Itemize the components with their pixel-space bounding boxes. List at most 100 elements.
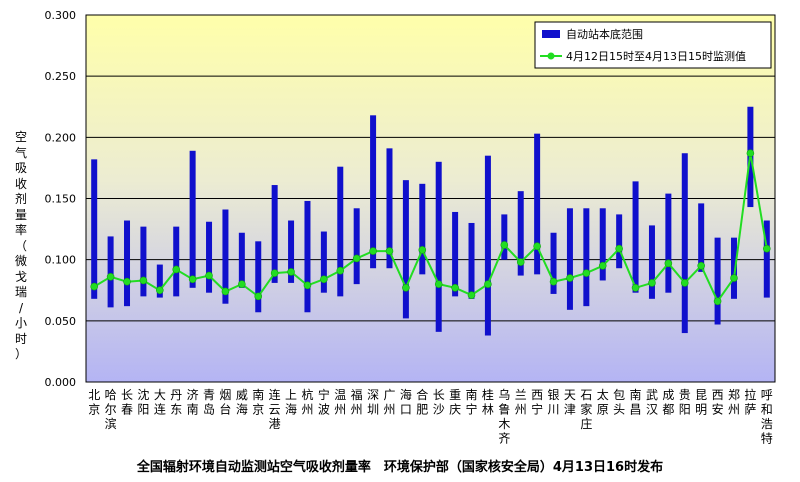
monitor-point-烟台 [221,287,230,296]
y-axis-label-char: 吸 [14,161,27,175]
y-axis-label-char: 时 [14,331,27,346]
x-tick-label-成都: 成都 [662,388,674,417]
y-axis-label-char: 微 [14,254,27,268]
y-tick-label: 0.150 [45,193,77,206]
range-bar-西宁 [534,133,541,275]
y-axis-label-char: 瑞 [14,285,27,299]
monitor-point-天津 [566,274,574,282]
y-tick-label: 0.200 [45,131,77,144]
x-tick-label-宁波: 宁波 [318,387,330,417]
x-tick-label-南宁: 南宁 [466,387,478,417]
monitor-point-乌鲁木齐 [500,241,509,249]
x-tick-label-桂林: 桂林 [482,387,494,417]
x-tick-label-太原: 太原 [597,387,609,417]
range-bar-包头 [616,214,623,269]
range-bar-哈尔滨 [107,236,114,308]
range-bar-杭州 [304,200,311,313]
monitor-point-沈阳 [139,276,148,285]
x-tick-label-北京: 北京 [88,388,100,417]
range-bar-北京 [91,159,98,299]
monitor-point-包头 [615,244,623,253]
monitor-point-呼和浩特 [762,244,771,253]
range-bar-南宁 [468,222,475,299]
monitor-point-海口 [402,284,410,292]
x-tick-label-乌鲁木齐: 乌鲁木齐 [498,387,510,446]
range-bar-石家庄 [583,208,590,307]
monitor-point-温州 [336,266,345,275]
range-bar-青岛 [206,221,213,293]
monitor-point-南宁 [467,291,476,299]
x-tick-label-拉萨: 拉萨 [744,387,756,417]
y-tick-label: 0.000 [45,376,77,389]
range-bar-乌鲁木齐 [501,214,508,260]
range-bar-长春 [124,220,131,307]
y-axis-label-char: （ [14,238,27,253]
x-tick-label-福州: 福州 [351,387,363,417]
y-axis-label-char: 小 [14,316,27,330]
range-bar-呼和浩特 [763,220,770,298]
monitor-point-大连 [156,286,164,295]
range-bar-丹东 [173,226,180,297]
range-bar-温州 [337,166,344,297]
range-bar-郑州 [730,237,737,299]
x-tick-label-郑州: 郑州 [728,387,740,417]
x-tick-label-南昌: 南昌 [630,387,642,417]
x-tick-label-昆明: 昆明 [695,388,707,417]
monitor-point-深圳 [369,247,377,255]
x-tick-label-青岛: 青岛 [203,388,215,417]
monitor-point-青岛 [205,271,213,280]
x-tick-label-深圳: 深圳 [367,388,379,417]
x-tick-label-威海: 威海 [236,388,248,417]
range-bar-广州 [386,148,393,269]
range-bar-桂林 [484,155,491,336]
monitor-point-广州 [385,247,394,255]
y-tick-label: 0.250 [45,70,77,83]
y-axis-label-char: 气 [14,145,27,160]
monitor-point-郑州 [730,274,738,282]
monitor-point-桂林 [484,280,492,288]
range-bar-威海 [238,232,245,288]
monitor-point-丹东 [172,265,181,274]
y-tick-label: 0.100 [45,254,77,267]
range-bar-天津 [566,208,573,310]
range-bar-银川 [550,232,557,294]
monitor-point-济南 [188,275,197,284]
legend [534,21,772,69]
y-axis-label-char: 收 [14,176,27,191]
y-axis-label-char: / [18,300,24,315]
x-tick-label-呼和浩特: 呼和浩特 [761,388,773,446]
y-axis-label-char: 剂 [14,192,27,206]
range-bar-福州 [353,208,360,285]
monitor-point-贵阳 [680,279,689,287]
x-tick-label-长沙: 长沙 [433,388,445,417]
x-tick-label-银川: 银川 [548,388,560,417]
monitor-point-太原 [598,261,607,270]
monitor-point-重庆 [451,284,459,292]
range-bar-成都 [665,193,672,293]
x-tick-label-上海: 上海 [285,388,297,417]
y-axis-label-char: 率 [14,223,27,237]
monitor-point-杭州 [303,281,312,290]
range-bar-贵阳 [681,153,688,334]
range-bar-太原 [599,208,606,281]
x-tick-label-大连: 大连 [154,388,166,417]
monitor-point-连云港 [270,269,279,277]
range-bar-南昌 [632,181,639,293]
monitor-point-福州 [352,254,361,263]
y-tick-label: 0.300 [45,9,77,22]
legend-line-label: 4月12日15时至4月13日15时监测值 [566,50,746,63]
range-bar-大连 [156,264,163,298]
monitor-point-长沙 [434,280,443,288]
range-bar-上海 [288,220,295,283]
x-tick-label-贵阳: 贵阳 [679,388,691,417]
range-bar-西安 [714,237,721,325]
range-bar-烟台 [222,209,229,304]
monitor-point-拉萨 [746,149,755,158]
range-bar-兰州 [517,191,524,276]
y-axis-label-char: ） [14,347,27,361]
monitor-point-武汉 [648,279,656,287]
x-tick-label-广州: 广州 [383,388,395,417]
x-tick-label-南京: 南京 [252,387,264,417]
monitor-point-上海 [287,268,295,276]
